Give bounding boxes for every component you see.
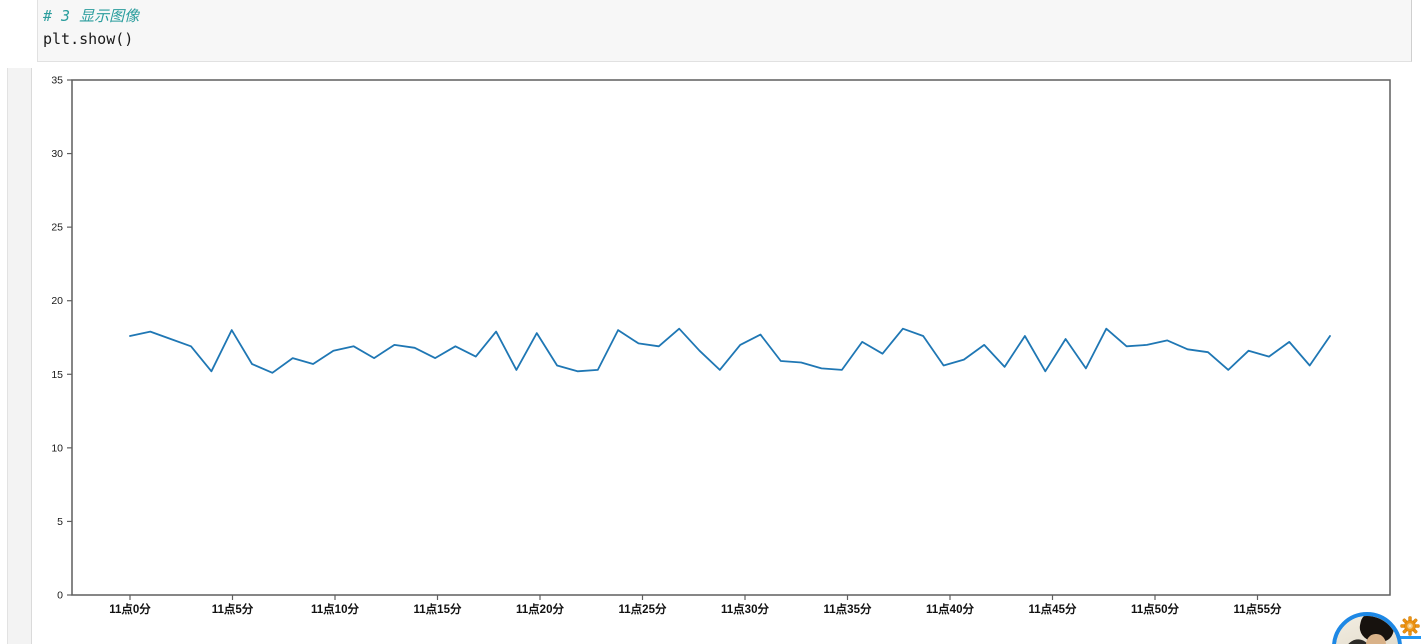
- gear-tooth: [1400, 624, 1405, 628]
- gear-tooth: [1412, 628, 1418, 634]
- code-line-plt-show[interactable]: plt.show(): [43, 30, 134, 48]
- y-tick-label: 5: [57, 516, 63, 528]
- gear-tooth: [1402, 618, 1408, 624]
- y-tick-label: 20: [51, 295, 63, 307]
- x-tick-label: 11点25分: [619, 602, 667, 616]
- axes-frame: [71, 79, 1391, 596]
- data-line: [129, 327, 1331, 374]
- gear-tooth: [1408, 631, 1412, 636]
- code-cell[interactable]: # 3 显示图像 plt.show(): [37, 0, 1412, 62]
- x-tick-label: 11点30分: [721, 602, 769, 616]
- gear-tooth: [1408, 616, 1412, 621]
- x-tick-label: 11点40分: [926, 602, 974, 616]
- x-tick-label: 11点45分: [1029, 602, 1077, 616]
- webcam-person-face: [1366, 634, 1386, 644]
- x-tick-label: 11点0分: [109, 602, 151, 616]
- gear-tooth: [1415, 624, 1420, 628]
- y-tick-label: 30: [51, 148, 63, 160]
- y-tick-label: 10: [51, 442, 63, 454]
- x-tick-label: 11点10分: [311, 602, 359, 616]
- output-margin-strip: [7, 68, 32, 644]
- webcam-avatar[interactable]: [1332, 612, 1402, 644]
- x-tick-label: 11点5分: [212, 602, 254, 616]
- y-tick-label: 0: [57, 590, 63, 602]
- x-tick-label: 11点15分: [414, 602, 462, 616]
- recorder-toolbar-line: [1396, 636, 1421, 639]
- x-tick-label: 11点20分: [516, 602, 564, 616]
- x-tick-label: 11点50分: [1131, 602, 1179, 616]
- code-comment-line[interactable]: # 3 显示图像: [43, 7, 140, 25]
- gear-tooth: [1402, 628, 1408, 634]
- y-tick-label: 35: [51, 75, 63, 87]
- x-tick-label: 11点35分: [824, 602, 872, 616]
- y-tick-label: 15: [51, 369, 63, 381]
- recorder-settings-gear-icon[interactable]: [1400, 616, 1420, 636]
- y-tick-label: 25: [51, 222, 63, 234]
- x-tick-label: 11点55分: [1234, 602, 1282, 616]
- gear-tooth: [1412, 618, 1418, 624]
